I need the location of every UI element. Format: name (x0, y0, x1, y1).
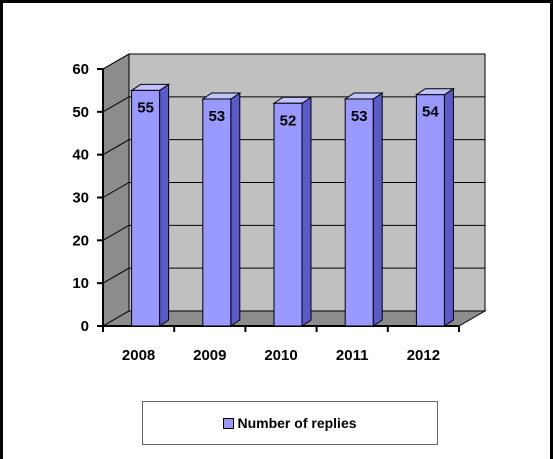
x-tick-label: 2011 (336, 347, 369, 364)
bar-front (415, 94, 445, 327)
y-tick-label: 60 (72, 61, 89, 78)
x-tick-label: 2010 (264, 347, 297, 364)
y-tick-label: 20 (72, 232, 89, 249)
bar-front (202, 98, 232, 327)
bar-side (159, 83, 170, 327)
legend-swatch (223, 417, 235, 429)
bar-side (230, 92, 241, 327)
y-tick-label: 10 (72, 275, 89, 292)
data-label: 54 (422, 104, 439, 121)
x-tick-label: 2009 (193, 347, 226, 364)
data-label: 55 (137, 99, 154, 116)
y-tick-label: 0 (81, 318, 89, 335)
x-axis-ticks: 2008 2009 2010 2011 2012 (102, 326, 460, 364)
bar-2010: 52 (272, 96, 313, 327)
x-tick-label: 2012 (407, 347, 440, 364)
bar-side (372, 92, 383, 327)
bar-front (273, 102, 303, 327)
bar-front (131, 89, 161, 327)
y-axis-ticks: 0 10 20 30 40 50 60 (72, 61, 103, 335)
bar-2011: 53 (343, 92, 384, 327)
legend-label: Number of replies (237, 415, 357, 431)
bar-2009: 53 (201, 92, 242, 327)
bar-side (301, 96, 312, 327)
x-tick-label: 2008 (122, 347, 155, 364)
y-tick-label: 40 (72, 147, 89, 164)
bar-front (344, 98, 374, 327)
data-label: 53 (208, 108, 225, 125)
data-label: 52 (280, 112, 297, 129)
legend: Number of replies (142, 401, 438, 445)
bar-2012: 54 (414, 87, 456, 327)
y-tick-label: 30 (72, 190, 89, 207)
y-tick-label: 50 (72, 104, 89, 121)
bar-side (443, 87, 454, 327)
bars: 55 53 52 53 54 (129, 83, 456, 327)
data-label: 53 (351, 108, 368, 125)
gridline (102, 53, 485, 70)
bar-2008: 55 (129, 83, 171, 327)
